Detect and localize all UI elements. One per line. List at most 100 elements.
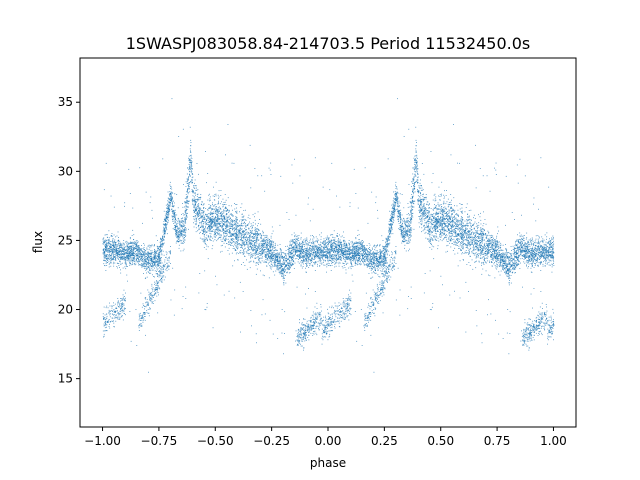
data-point <box>512 263 514 265</box>
data-point <box>291 247 292 249</box>
data-point <box>125 257 127 259</box>
data-point <box>430 230 432 232</box>
data-point <box>498 244 500 246</box>
data-point <box>289 251 291 253</box>
data-point <box>272 259 274 261</box>
data-point <box>465 228 466 230</box>
data-point <box>378 269 379 271</box>
data-point <box>389 224 391 226</box>
data-point <box>527 243 529 245</box>
data-point <box>201 227 203 229</box>
data-point <box>456 213 458 215</box>
data-point <box>184 217 186 219</box>
data-point <box>514 219 515 220</box>
data-point <box>110 195 112 197</box>
data-point <box>459 260 461 262</box>
data-point <box>239 231 241 233</box>
data-point <box>422 214 424 216</box>
data-point <box>488 239 490 241</box>
data-point <box>249 218 251 219</box>
data-point <box>368 254 370 256</box>
data-point <box>247 233 249 235</box>
data-point <box>219 203 221 205</box>
data-point <box>504 266 506 268</box>
data-point <box>467 219 469 221</box>
data-point <box>161 254 163 256</box>
data-point <box>496 261 497 263</box>
data-point <box>315 245 317 246</box>
data-point <box>412 195 414 197</box>
data-point <box>437 218 439 220</box>
data-point <box>266 240 268 242</box>
data-point <box>215 210 217 212</box>
data-point <box>508 252 509 253</box>
data-point <box>200 216 202 218</box>
data-point <box>198 229 200 231</box>
data-point <box>195 200 197 202</box>
data-point <box>405 231 407 233</box>
data-point <box>537 246 539 248</box>
data-point <box>136 253 138 255</box>
data-point <box>229 233 231 235</box>
data-point <box>258 256 259 258</box>
data-point <box>379 258 381 260</box>
data-point <box>183 214 185 216</box>
data-point <box>450 154 452 156</box>
data-point <box>104 265 106 267</box>
data-point <box>267 263 269 265</box>
data-point <box>341 247 343 249</box>
data-point <box>297 235 299 237</box>
data-point <box>152 264 154 266</box>
data-point <box>415 166 417 168</box>
data-point <box>333 252 334 253</box>
data-point <box>363 251 364 253</box>
data-point <box>529 246 531 247</box>
data-point <box>338 305 340 306</box>
data-point <box>305 267 306 269</box>
data-point <box>265 239 267 241</box>
data-point <box>462 219 464 221</box>
data-point <box>428 222 430 224</box>
data-point <box>548 247 550 248</box>
data-point <box>318 239 320 241</box>
data-point <box>317 245 319 247</box>
data-point <box>228 216 230 218</box>
data-point <box>527 256 529 258</box>
data-point <box>422 206 424 208</box>
data-point <box>481 273 483 275</box>
data-point <box>475 244 477 246</box>
data-point <box>551 250 553 252</box>
data-point <box>277 244 279 246</box>
data-point <box>441 210 443 212</box>
data-point <box>146 247 148 249</box>
data-point <box>332 257 334 259</box>
data-point <box>356 340 358 342</box>
data-point <box>452 217 453 219</box>
data-point <box>447 230 449 232</box>
data-point <box>171 98 173 100</box>
data-point <box>420 217 422 219</box>
data-point <box>129 261 131 263</box>
data-point <box>364 261 366 263</box>
data-point <box>336 255 338 256</box>
data-point <box>455 233 457 235</box>
data-point <box>334 237 336 239</box>
data-point <box>334 262 336 264</box>
data-point <box>500 253 502 254</box>
data-point <box>136 345 138 346</box>
data-point <box>393 208 395 209</box>
data-point <box>430 243 432 245</box>
data-point <box>520 249 522 251</box>
data-point <box>112 255 114 256</box>
data-point <box>236 252 238 254</box>
data-point <box>231 226 232 227</box>
data-point <box>331 246 333 248</box>
data-point <box>331 245 333 246</box>
data-point <box>148 249 150 251</box>
data-point <box>377 266 379 268</box>
data-point <box>132 249 134 250</box>
data-point <box>434 227 436 229</box>
data-point <box>394 201 396 203</box>
data-point <box>128 249 129 251</box>
